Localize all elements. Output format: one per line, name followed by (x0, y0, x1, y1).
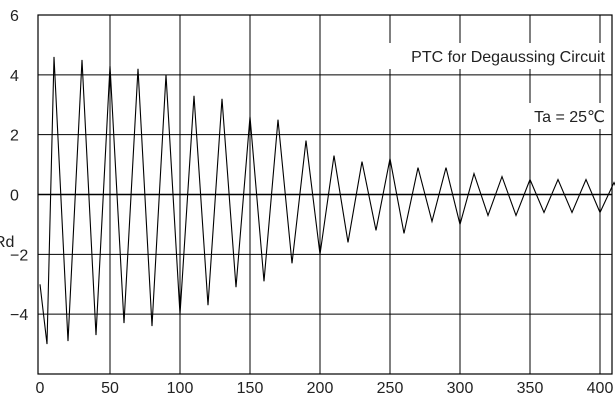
y-tick-label: −4 (10, 307, 28, 324)
y-tick-label: 6 (10, 8, 19, 25)
y-tick-label: 0 (10, 188, 19, 205)
plot-frame (37, 14, 613, 375)
ticks-layer: 6 4 2 0 −2 −4 0 50 100 150 200 250 300 350 400 Rd (0, 8, 613, 397)
trace-layer (39, 56, 615, 345)
grid-layer (37, 14, 613, 375)
x-tick-label: 0 (36, 380, 45, 397)
x-tick-label: 150 (237, 380, 264, 397)
ylabel-background (0, 230, 22, 250)
x-tick-label: 200 (307, 380, 334, 397)
y-axis-label: Rd (0, 234, 14, 251)
x-tick-label: 400 (587, 380, 614, 397)
x-tick-label: 50 (101, 380, 119, 397)
annotation-layer: PTC for Degaussing Circuit Ta = 25℃ (322, 43, 610, 129)
title-annotation-background (322, 43, 610, 69)
x-tick-label: 100 (167, 380, 194, 397)
y-tick-label: 4 (10, 68, 19, 85)
x-tick-label: 300 (447, 380, 474, 397)
rd-trace-line (39, 56, 615, 345)
y-tick-label: −2 (10, 247, 28, 264)
title-annotation: PTC for Degaussing Circuit (411, 49, 605, 66)
x-tick-label: 350 (517, 380, 544, 397)
y-tick-label: 2 (10, 128, 19, 145)
temperature-annotation: Ta = 25℃ (534, 109, 605, 126)
temperature-annotation-background (498, 103, 610, 129)
x-tick-label: 250 (377, 380, 404, 397)
